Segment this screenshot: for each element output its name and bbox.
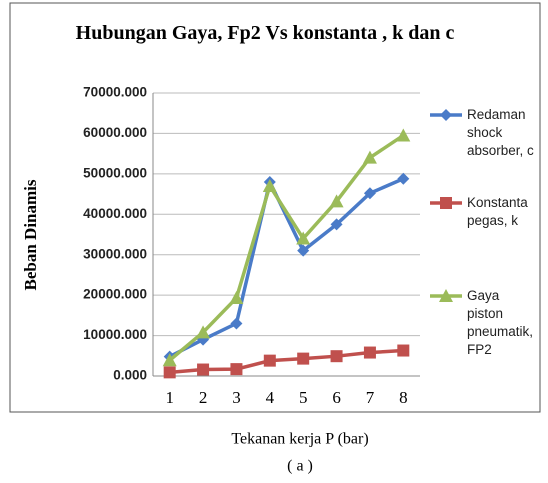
marker (162, 353, 177, 367)
caption: ( a ) (287, 458, 313, 475)
marker (363, 187, 376, 200)
x-tick-label: 4 (266, 388, 275, 407)
series-line (168, 133, 405, 362)
marker (362, 150, 377, 164)
marker (262, 178, 277, 192)
marker (163, 366, 176, 379)
marker (297, 244, 310, 257)
chart-title: Hubungan Gaya, Fp2 Vs konstanta , k dan … (75, 22, 455, 44)
marker (196, 325, 211, 339)
y-tick-label: 30000.000 (83, 246, 147, 261)
y-tick-label: 20000.000 (83, 287, 147, 302)
marker (396, 128, 411, 142)
marker (230, 317, 243, 330)
marker (439, 289, 453, 302)
marker (197, 363, 210, 376)
legend-label: Konstanta pegas, k (467, 195, 528, 228)
marker (397, 344, 410, 357)
x-tick-label: 1 (165, 388, 174, 407)
marker (263, 354, 276, 367)
x-tick-label: 3 (232, 388, 241, 407)
x-tick-label: 6 (332, 388, 341, 407)
y-axis-label: Beban Dinamis (21, 179, 40, 290)
marker (330, 218, 343, 231)
legend-label: Redaman shock absorber, c (467, 107, 534, 158)
y-tick-label: 60000.000 (83, 125, 147, 140)
marker (363, 346, 376, 359)
marker (330, 350, 343, 363)
marker (229, 290, 244, 304)
chart-border (9, 2, 541, 413)
marker (329, 194, 344, 208)
legend-label: Gaya piston pneumatik, FP2 (467, 288, 534, 357)
marker (397, 172, 410, 185)
x-tick-label: 8 (399, 388, 408, 407)
y-tick-label: 10000.000 (83, 327, 147, 342)
x-axis-label: Tekanan kerja P (bar) (231, 431, 368, 448)
y-tick-label: 40000.000 (83, 206, 147, 221)
y-tick-label: 70000.000 (83, 85, 147, 100)
y-tick-label: 50000.000 (83, 165, 147, 180)
marker (440, 197, 452, 209)
marker (230, 363, 243, 376)
marker (296, 231, 311, 245)
x-tick-label: 2 (199, 388, 208, 407)
y-tick-label: 0.000 (113, 368, 147, 383)
x-tick-label: 5 (299, 388, 308, 407)
x-tick-label: 7 (366, 388, 375, 407)
marker (440, 109, 452, 121)
marker (297, 352, 310, 365)
